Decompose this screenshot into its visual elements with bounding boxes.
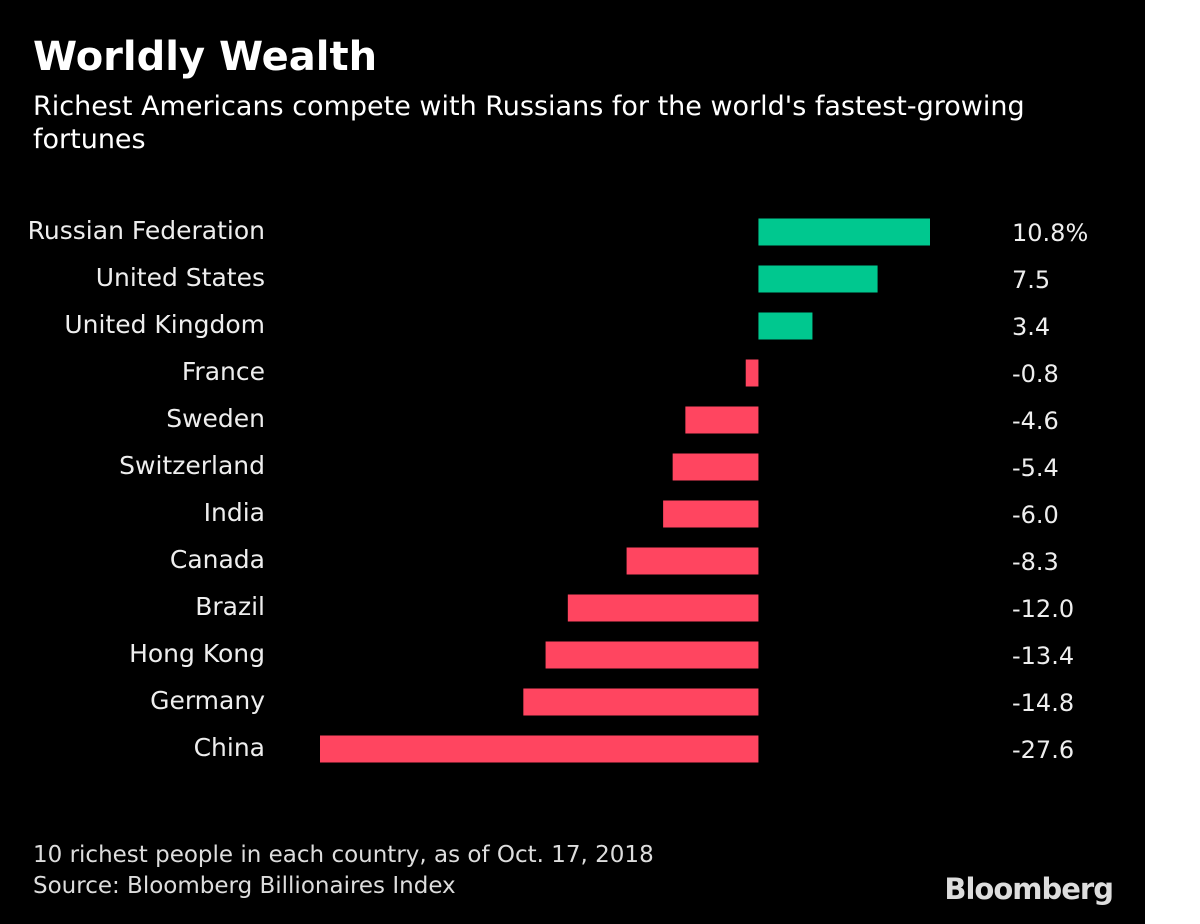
- category-label: Canada: [170, 545, 265, 574]
- bar: [663, 500, 759, 528]
- value-label: 3.4: [1012, 313, 1050, 341]
- category-label: China: [194, 733, 265, 762]
- category-label: Switzerland: [119, 451, 265, 480]
- chart-title: Worldly Wealth: [33, 34, 378, 80]
- bar: [745, 359, 759, 387]
- value-label: -4.6: [1012, 407, 1059, 435]
- value-label: -8.3: [1012, 548, 1059, 576]
- source: Source: Bloomberg Billionaires Index: [33, 873, 456, 899]
- category-label: Hong Kong: [129, 639, 265, 668]
- bar: [672, 453, 759, 481]
- bar: [545, 641, 759, 669]
- footnote: 10 richest people in each country, as of…: [33, 842, 654, 868]
- value-label: -6.0: [1012, 501, 1059, 529]
- category-label: Germany: [150, 686, 265, 715]
- category-label: Russian Federation: [28, 216, 265, 245]
- bar: [626, 547, 759, 575]
- category-label: United Kingdom: [64, 310, 265, 339]
- bar: [758, 218, 930, 246]
- value-label: 7.5: [1012, 266, 1050, 294]
- brand-logo: Bloomberg: [944, 872, 1114, 906]
- bar: [523, 688, 759, 716]
- value-label: -14.8: [1012, 689, 1074, 717]
- value-label: -5.4: [1012, 454, 1059, 482]
- chart-subtitle: Richest Americans compete with Russians …: [33, 91, 1025, 155]
- value-label: -12.0: [1012, 595, 1074, 623]
- category-label: Brazil: [195, 592, 265, 621]
- value-label: -13.4: [1012, 642, 1074, 670]
- chart-panel: Worldly Wealth Richest Americans compete…: [0, 0, 1145, 924]
- bar: [758, 265, 878, 293]
- category-label: United States: [96, 263, 265, 292]
- bar: [320, 735, 759, 763]
- chart: Russian Federation 10.8% United States 7.5 U…: [28, 216, 1089, 764]
- value-label: -0.8: [1012, 360, 1059, 388]
- category-label: India: [204, 498, 265, 527]
- category-label: France: [182, 357, 265, 386]
- bar: [758, 312, 813, 340]
- bar: [567, 594, 759, 622]
- value-label: 10.8%: [1012, 219, 1088, 247]
- value-label: -27.6: [1012, 736, 1074, 764]
- bar: [685, 406, 759, 434]
- category-label: Sweden: [166, 404, 265, 433]
